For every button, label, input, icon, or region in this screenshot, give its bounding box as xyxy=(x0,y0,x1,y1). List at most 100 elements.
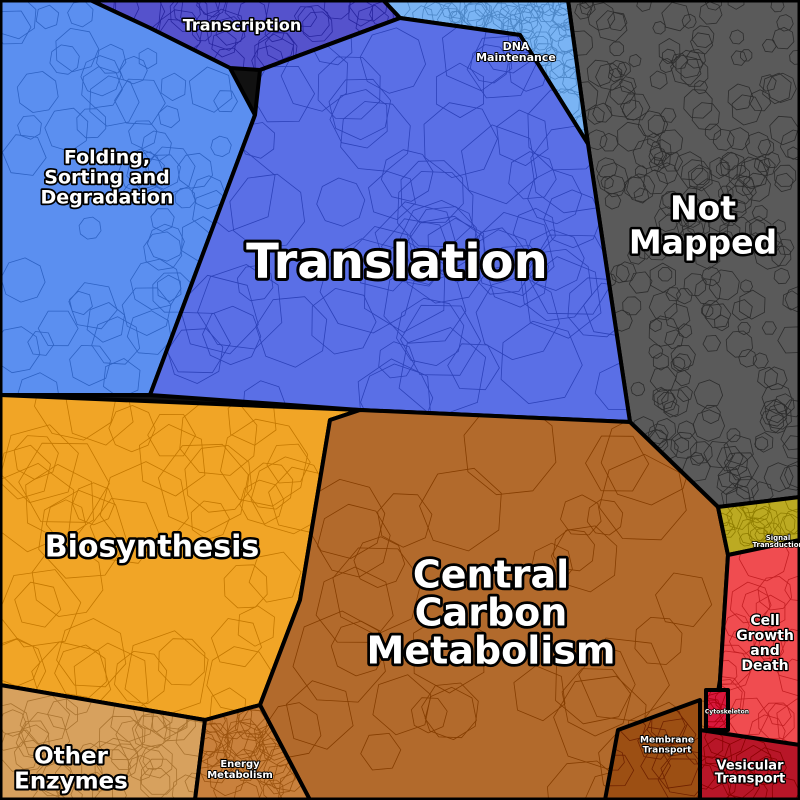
subcell-other-enzymes xyxy=(32,785,61,800)
region-border-energy-metabolism xyxy=(193,703,312,800)
subcell-translation xyxy=(527,169,583,225)
subcell-transcription xyxy=(192,21,213,42)
subcell-not-mapped xyxy=(661,389,690,418)
subcell-translation xyxy=(473,227,518,270)
subcell-translation xyxy=(359,27,427,94)
region-border-cytoskeleton xyxy=(704,688,730,732)
region-central-carbon xyxy=(258,408,730,800)
subcell-not-mapped xyxy=(659,58,674,73)
subcell-translation xyxy=(360,363,434,422)
subcell-transcription xyxy=(264,32,295,62)
subcell-translation xyxy=(400,160,464,224)
subcell-other-enzymes xyxy=(13,740,46,772)
region-border-central-carbon xyxy=(258,408,730,800)
subcell-central-carbon xyxy=(578,637,670,723)
subcell-translation xyxy=(328,78,392,141)
subcell-translation xyxy=(380,149,434,202)
subcell-biosynthesis xyxy=(237,605,275,647)
subcell-not-mapped xyxy=(757,366,778,389)
subcell-not-mapped xyxy=(721,482,752,507)
subcell-translation xyxy=(317,56,381,120)
subcell-biosynthesis xyxy=(99,461,189,549)
subcell-central-carbon xyxy=(586,499,624,536)
subcell-not-mapped xyxy=(658,213,684,240)
subcell-translation xyxy=(472,211,555,297)
subcell-not-mapped xyxy=(691,25,715,48)
subcell-vesicular-transport xyxy=(736,745,772,786)
subcell-not-mapped xyxy=(728,165,751,187)
subcell-biosynthesis xyxy=(239,479,285,525)
subcell-biosynthesis xyxy=(89,497,161,564)
subcell-translation xyxy=(399,199,480,280)
subcell-not-mapped xyxy=(726,198,747,220)
subcell-other-enzymes xyxy=(19,695,70,745)
subcell-dna-maintenance xyxy=(450,10,464,24)
subcell-biosynthesis xyxy=(13,435,59,480)
subcell-cytoskeleton xyxy=(706,701,728,730)
subcell-dna-maintenance xyxy=(519,16,542,40)
subcell-central-carbon xyxy=(377,493,433,548)
subcell-translation xyxy=(350,226,417,292)
subcell-folding xyxy=(143,231,183,271)
subcell-biosynthesis xyxy=(25,463,94,541)
subcell-not-mapped xyxy=(718,220,741,245)
region-signal-transduction xyxy=(716,495,800,557)
subcell-not-mapped xyxy=(652,21,666,35)
subcell-translation xyxy=(340,101,411,172)
subcell-not-mapped xyxy=(721,230,734,244)
subcell-cell-growth xyxy=(724,613,750,639)
subcell-central-carbon xyxy=(419,467,502,552)
subcell-folding xyxy=(80,55,122,97)
subcell-other-enzymes xyxy=(141,758,178,795)
subcell-not-mapped xyxy=(740,279,753,293)
label-cell-line-2: Growth xyxy=(736,628,794,644)
label-transcription: Transcription xyxy=(183,16,302,35)
subcell-energy-metabolism xyxy=(195,707,229,756)
subcell-folding xyxy=(121,183,144,205)
subcell-biosynthesis xyxy=(220,418,309,507)
subcell-folding xyxy=(49,44,80,75)
subcell-not-mapped xyxy=(751,205,768,222)
subcell-folding xyxy=(35,4,60,30)
subcell-not-mapped xyxy=(649,366,677,392)
subcell-translation xyxy=(357,358,432,422)
subcell-not-mapped xyxy=(738,157,769,190)
subcell-folding xyxy=(158,105,181,129)
subcell-not-mapped xyxy=(730,50,747,66)
subcell-not-mapped xyxy=(753,155,771,173)
subcell-not-mapped xyxy=(648,146,667,166)
label-cell-line-1: Cell xyxy=(750,613,779,629)
subcell-folding xyxy=(0,0,37,40)
subcell-dna-maintenance xyxy=(459,0,488,22)
subcell-folding xyxy=(160,72,187,101)
subcell-not-mapped xyxy=(574,2,592,20)
subcell-translation xyxy=(401,215,489,304)
subcell-not-mapped xyxy=(634,165,648,178)
subcell-folding xyxy=(69,344,111,387)
subcell-translation xyxy=(363,240,446,333)
subcell-folding xyxy=(0,257,46,303)
subcell-folding xyxy=(210,135,232,158)
subcell-not-mapped xyxy=(720,208,739,227)
subcell-not-mapped xyxy=(604,192,622,210)
region-border-membrane-transport xyxy=(603,698,702,800)
subcell-biosynthesis xyxy=(157,443,249,533)
subcell-folding xyxy=(150,208,175,232)
subcell-not-mapped xyxy=(723,434,754,466)
subcell-not-mapped xyxy=(683,89,713,119)
subcell-not-mapped xyxy=(649,318,662,333)
subcell-transcription xyxy=(323,0,351,20)
subcell-not-mapped xyxy=(649,70,668,90)
subcell-translation xyxy=(368,170,416,221)
label-folding-line-2: Sorting and xyxy=(44,167,169,189)
subcell-not-mapped xyxy=(681,219,705,243)
subcell-folding xyxy=(91,316,141,365)
subcell-biosynthesis xyxy=(0,569,82,648)
subcell-not-mapped xyxy=(716,161,731,176)
subcell-not-mapped xyxy=(727,83,754,111)
subcell-biosynthesis xyxy=(248,551,302,603)
subcell-not-mapped xyxy=(680,59,709,87)
subcell-central-carbon xyxy=(315,566,394,643)
subcell-energy-metabolism xyxy=(195,722,231,770)
subcell-energy-metabolism xyxy=(233,781,260,800)
